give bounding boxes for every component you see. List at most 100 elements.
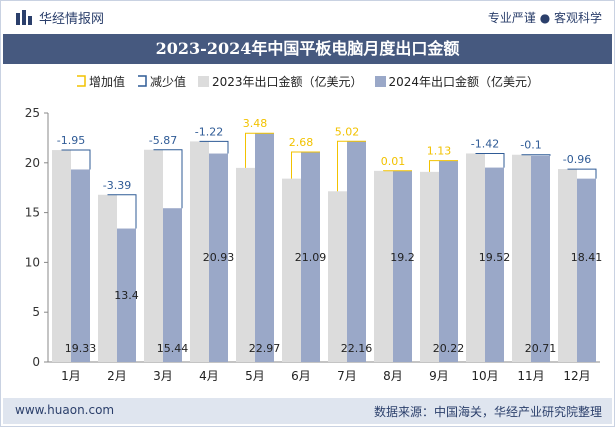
increase-swatch-icon [76,75,86,87]
decrease-bracket [521,154,551,156]
x-tick-label: 4月 [199,369,219,383]
bar-2023 [374,170,393,362]
x-tick-label: 5月 [245,369,265,383]
legend-item-2024: 2024年出口金额（亿美元） [374,73,540,90]
footer: www.huaon.com 数据来源：中国海关，华经产业研究院整理 [3,398,612,424]
x-tick-label: 1月 [61,369,81,383]
y-tick-label: 0 [32,355,40,369]
change-label: 0.01 [381,155,406,168]
bar-2024 [255,133,274,362]
legend-label-increase: 增加值 [88,74,125,89]
value-label-2024: 19.52 [479,251,511,264]
increase-bracket [291,151,320,179]
top-bar: 华经情报网 专业严谨 ● 客观科学 [1,1,614,33]
change-label: -0.96 [563,153,591,166]
x-tick-label: 3月 [153,369,173,383]
bar-2023 [98,194,117,362]
legend-item-decrease: 减少值 [137,73,186,90]
legend-label-2023: 2023年出口金额（亿美元） [211,74,363,89]
bar-2024 [71,169,90,362]
legend-item-2023: 2023年出口金额（亿美元） [197,73,363,90]
bar-2024 [301,151,320,362]
decrease-bracket [475,152,505,168]
series-2023-swatch-icon [197,75,209,87]
value-label-2024: 19.33 [65,342,97,355]
y-tick-label: 15 [25,206,40,220]
change-label: 5.02 [335,125,360,138]
x-tick-label: 6月 [291,369,311,383]
legend: 增加值 减少值 2023年出口金额（亿美元） 2024年出口金额（亿美元） [1,71,614,91]
x-tick-label: 12月 [563,369,590,383]
bar-2024 [347,141,366,362]
bar-2023 [52,150,71,362]
bar-2023 [466,153,485,362]
decrease-swatch-icon [137,75,147,87]
bar-2024 [577,178,596,362]
bar-2023 [420,171,439,362]
y-tick-label: 20 [25,156,40,170]
increase-bracket [245,132,274,168]
bar-2024 [209,153,228,362]
brand-logo-icon [16,9,32,25]
chart-title: 2023-2024年中国平板电脑月度出口金额 [3,34,612,64]
change-label: -1.42 [471,137,499,150]
bar-2023 [282,178,301,362]
change-label: -0.1 [520,139,541,152]
bar-2023 [328,191,347,362]
value-label-2024: 22.97 [249,342,281,355]
increase-bracket [337,140,366,192]
footer-source: 数据来源：中国海关，华经产业研究院整理 [373,405,602,419]
change-label: -1.22 [195,125,223,138]
decrease-bracket [153,149,183,209]
x-tick-label: 10月 [471,369,498,383]
brand-name: 华经情报网 [39,12,105,27]
y-tick-label: 10 [25,255,40,269]
legend-label-decrease: 减少值 [149,74,186,89]
bar-2023 [512,154,531,362]
bar-2024 [531,155,550,362]
x-tick-label: 9月 [429,369,449,383]
x-tick-label: 2月 [107,369,127,383]
change-label: 3.48 [243,117,268,130]
change-label: 1.13 [427,145,452,158]
brand: 华经情报网 [15,8,104,27]
legend-item-increase: 增加值 [76,73,125,90]
bar-2023 [144,149,163,362]
decrease-bracket [107,194,137,229]
value-label-2024: 20.71 [525,342,557,355]
series-2024-swatch-icon [374,75,386,87]
legend-label-2024: 2024年出口金额（亿美元） [388,74,540,89]
bar-2024 [485,167,504,362]
change-label: 2.68 [289,136,314,149]
bar-2023 [190,141,209,362]
value-label-2024: 21.09 [295,251,327,264]
value-label-2024: 18.41 [571,251,603,264]
x-tick-label: 8月 [383,369,403,383]
y-tick-label: 5 [32,305,40,319]
x-tick-label: 11月 [517,369,544,383]
decrease-bracket [567,168,597,179]
value-label-2024: 15.44 [157,342,189,355]
bar-2024 [439,160,458,362]
change-label: -1.95 [57,134,85,147]
bar-2023 [236,167,255,362]
bar-2024 [117,228,136,362]
x-tick-label: 7月 [337,369,357,383]
decrease-bracket [199,140,229,154]
value-label-2024: 20.93 [203,251,235,264]
increase-bracket [429,160,458,172]
value-label-2024: 20.22 [433,342,465,355]
value-label-2024: 13.4 [114,289,139,302]
change-label: -5.87 [149,134,177,147]
y-tick-label: 25 [25,106,40,120]
footer-website: www.huaon.com [15,403,115,417]
bar-2024 [163,208,182,362]
change-label: -3.39 [103,179,131,192]
bar-2023 [558,169,577,362]
tagline: 专业严谨 ● 客观科学 [487,11,602,25]
value-label-2024: 22.16 [341,342,373,355]
value-label-2024: 19.2 [390,251,415,264]
decrease-bracket [61,149,91,170]
